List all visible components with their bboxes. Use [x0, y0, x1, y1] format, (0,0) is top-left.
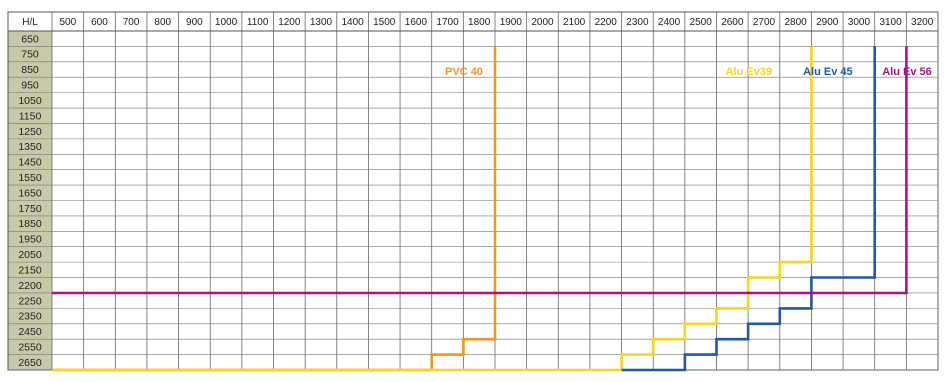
row-label: 1750 — [18, 203, 42, 215]
series-label: PVC 40 — [445, 66, 483, 78]
series-label: Alu Ev 56 — [882, 66, 932, 78]
series-line — [621, 46, 877, 372]
row-label: 750 — [21, 49, 39, 61]
column-label: 1700 — [436, 17, 459, 28]
column-label: 600 — [91, 17, 108, 28]
row-label: 2550 — [18, 341, 42, 353]
column-label: 700 — [123, 17, 140, 28]
row-label: 1350 — [18, 141, 42, 153]
column-label: 1100 — [247, 17, 269, 28]
column-label: 800 — [154, 17, 171, 28]
row-label: 1150 — [19, 110, 42, 122]
row-label: 2650 — [18, 357, 42, 369]
row-label: 1550 — [18, 172, 42, 184]
column-label: 2600 — [721, 17, 744, 28]
column-label: 1400 — [341, 17, 364, 28]
row-label: 2250 — [18, 295, 42, 307]
column-labels: 500 600 700 800 900 1000 1100 1200 1300 1400 1500 1… — [59, 17, 933, 28]
series-labels: PVC 40 Alu Ev39 Alu Ev 45 Alu Ev 56 — [445, 66, 932, 78]
row-label: 2150 — [18, 264, 42, 276]
column-label: 2100 — [563, 17, 586, 28]
column-label: 1500 — [373, 17, 396, 28]
row-label: 1650 — [18, 187, 42, 199]
column-label: 1900 — [500, 17, 523, 28]
column-label: 3200 — [911, 17, 934, 28]
series-label: Alu Ev 45 — [803, 66, 853, 78]
row-label: 1250 — [18, 126, 42, 138]
column-label: 2300 — [626, 17, 649, 28]
series-label: Alu Ev39 — [726, 66, 772, 78]
row-label: 2200 — [18, 280, 42, 292]
corner-label: H/L — [22, 17, 38, 28]
column-label: 2800 — [784, 17, 807, 28]
column-label: 1600 — [405, 17, 428, 28]
series-line — [52, 46, 813, 372]
column-label: 1200 — [278, 17, 301, 28]
row-label: 2450 — [18, 326, 42, 338]
column-label: 2000 — [531, 17, 554, 28]
column-label: 1000 — [215, 17, 238, 28]
row-label: 650 — [21, 33, 39, 45]
column-label: 2900 — [816, 17, 839, 28]
column-label: 1300 — [310, 17, 333, 28]
row-label: 850 — [21, 64, 39, 76]
row-label: 950 — [21, 80, 39, 92]
row-label: 1950 — [18, 234, 42, 246]
column-label: 2200 — [595, 17, 618, 28]
column-label: 2500 — [690, 17, 713, 28]
column-label: 900 — [186, 17, 203, 28]
row-labels: 650 750 850 950 1050 1150 1250 1350 1450 1550 1650… — [18, 33, 42, 369]
column-label: 3000 — [848, 17, 871, 28]
row-label: 2350 — [18, 311, 42, 323]
series-lines — [52, 46, 908, 372]
column-label: 500 — [59, 17, 76, 28]
row-label: 1050 — [18, 95, 42, 107]
column-label: 1800 — [468, 17, 491, 28]
column-label: 2700 — [753, 17, 776, 28]
series-line — [52, 46, 908, 295]
row-label: 2050 — [18, 249, 42, 261]
row-label: 1450 — [18, 157, 42, 169]
column-label: 3100 — [879, 17, 902, 28]
row-label: 1850 — [18, 218, 42, 230]
column-label: 2400 — [658, 17, 681, 28]
